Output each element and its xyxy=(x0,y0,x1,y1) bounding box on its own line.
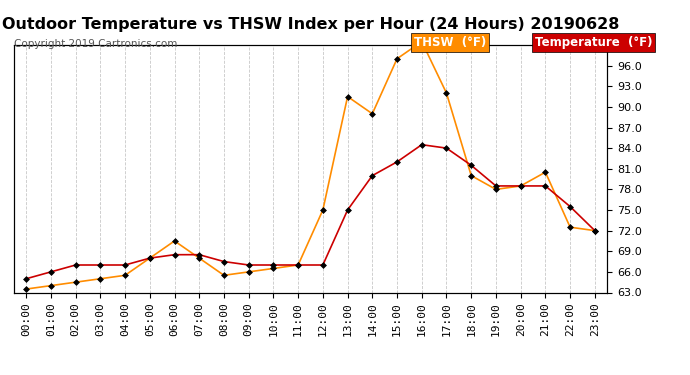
Text: Temperature  (°F): Temperature (°F) xyxy=(535,36,652,49)
Text: Copyright 2019 Cartronics.com: Copyright 2019 Cartronics.com xyxy=(14,39,177,50)
Text: THSW  (°F): THSW (°F) xyxy=(414,36,486,49)
Text: Outdoor Temperature vs THSW Index per Hour (24 Hours) 20190628: Outdoor Temperature vs THSW Index per Ho… xyxy=(2,17,619,32)
